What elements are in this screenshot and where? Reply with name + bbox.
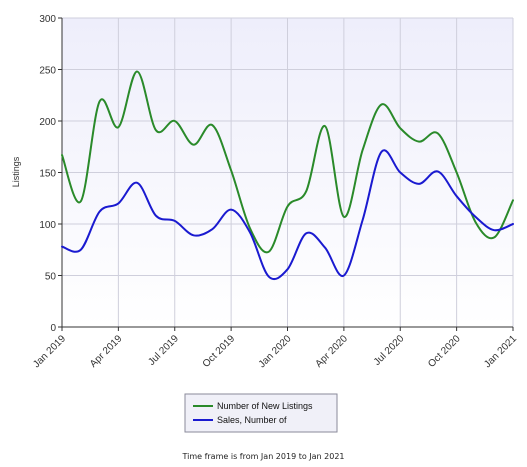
y-tick-label: 150 — [39, 169, 56, 180]
timeframe-caption: Time frame is from Jan 2019 to Jan 2021 — [182, 452, 345, 461]
y-tick-label: 100 — [39, 220, 56, 231]
series-line-sales — [61, 149, 514, 281]
x-tick-label: Jul 2020 — [372, 333, 407, 368]
legend-label-sales: Sales, Number of — [217, 415, 287, 425]
y-tick-label: 250 — [39, 66, 56, 77]
series-line-new-listings — [61, 70, 514, 254]
x-tick-label: Jul 2019 — [146, 333, 181, 368]
x-tick-label: Oct 2019 — [201, 333, 238, 370]
y-tick-label: 200 — [39, 117, 56, 128]
legend-label-new-listings: Number of New Listings — [217, 401, 313, 411]
y-tick-label: 50 — [45, 272, 57, 283]
y-tick-label: 300 — [39, 14, 56, 25]
series-lines — [61, 70, 514, 281]
x-tick-label: Jan 2021 — [482, 333, 519, 370]
x-tick-label: Apr 2019 — [88, 333, 125, 370]
x-tick-label: Jan 2020 — [257, 333, 294, 370]
x-tick-label: Jan 2019 — [31, 333, 68, 370]
y-axis-label: Listings — [11, 156, 21, 187]
y-axis: 0 50 100 150 200 250 300 — [39, 14, 63, 334]
x-axis: Jan 2019 Apr 2019 Jul 2019 Oct 2019 Jan 2020… — [31, 326, 519, 370]
y-tick-label: 0 — [50, 323, 56, 334]
x-tick-label: Apr 2020 — [314, 333, 351, 370]
legend: Number of New Listings Sales, Number of — [184, 393, 338, 433]
legend-box — [184, 393, 338, 433]
x-tick-label: Oct 2020 — [426, 333, 463, 370]
